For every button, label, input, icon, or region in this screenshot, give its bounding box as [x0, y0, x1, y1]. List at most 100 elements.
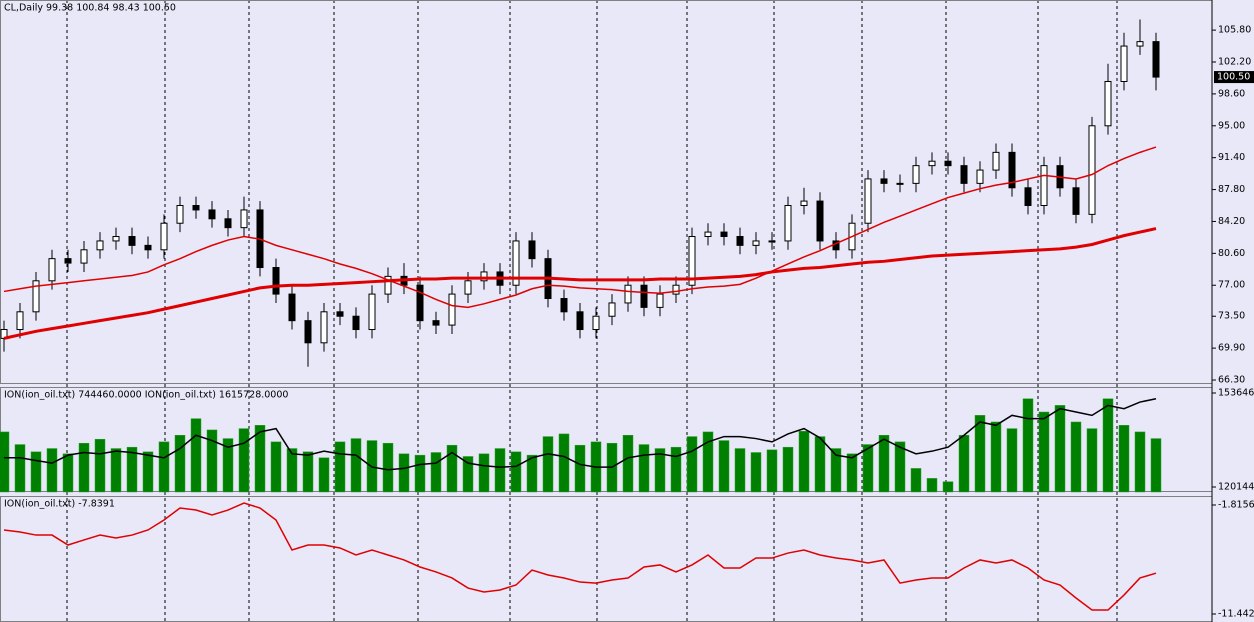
- bar: [494, 448, 506, 493]
- candle-body: [688, 236, 696, 286]
- bar: [270, 441, 282, 493]
- panel-title: CL,Daily 99.38 100.84 98.43 100.50: [4, 3, 176, 14]
- candle-body: [112, 236, 120, 242]
- candle-body: [944, 160, 952, 167]
- candle-body: [1040, 165, 1048, 207]
- bar: [814, 436, 826, 493]
- bar: [1022, 398, 1034, 493]
- candle-body: [1136, 41, 1144, 47]
- candle-body: [992, 151, 1000, 171]
- candle-body: [736, 236, 744, 246]
- bar: [526, 454, 538, 493]
- y-tick-label: 87.80: [1218, 184, 1245, 195]
- bar: [702, 431, 714, 493]
- bar: [1118, 425, 1130, 493]
- y-tick-label: 69.90: [1218, 343, 1245, 354]
- bar: [414, 454, 426, 493]
- y-tick-label: 91.40: [1218, 152, 1245, 163]
- bar: [462, 456, 474, 493]
- bar: [190, 418, 202, 493]
- bar: [318, 457, 330, 493]
- bar: [622, 434, 634, 493]
- candle-body: [272, 267, 280, 295]
- candle-body: [1024, 187, 1032, 207]
- candle-body: [720, 231, 728, 238]
- candle-body: [384, 275, 392, 295]
- bar: [974, 415, 986, 493]
- bar: [30, 451, 42, 493]
- bar: [350, 438, 362, 493]
- candle-body: [96, 240, 104, 251]
- bar: [766, 449, 778, 493]
- bar: [734, 448, 746, 493]
- candle-body: [32, 280, 40, 313]
- bar: [478, 453, 490, 493]
- bar: [574, 444, 586, 493]
- candle-body: [640, 284, 648, 308]
- bar: [798, 431, 810, 493]
- panel-title: ION(ion_oil.txt) -7.8391: [4, 499, 115, 510]
- y-tick-label: 73.50: [1218, 311, 1245, 322]
- candle-body: [1104, 80, 1112, 127]
- candle-body: [64, 258, 72, 264]
- candle-body: [240, 209, 248, 229]
- candle-body: [1152, 41, 1160, 78]
- bar: [926, 478, 938, 493]
- bar: [158, 441, 170, 493]
- y-tick-label: 84.20: [1218, 216, 1245, 227]
- bar: [334, 441, 346, 493]
- bar: [222, 438, 234, 493]
- bar: [990, 421, 1002, 493]
- candle-body: [224, 218, 232, 229]
- candle-body: [768, 240, 776, 243]
- bar: [206, 429, 218, 493]
- indicator-line: [3, 146, 1157, 309]
- candle-body: [528, 240, 536, 260]
- candle-body: [896, 182, 904, 185]
- bar: [382, 442, 394, 493]
- candle-body: [752, 240, 760, 246]
- bar: [750, 452, 762, 493]
- candle-body: [304, 320, 312, 344]
- y-tick-label: 66.30: [1218, 375, 1245, 386]
- bar: [1134, 431, 1146, 493]
- panel-title: ION(ion_oil.txt) 744460.0000 ION(ion_oil…: [4, 390, 288, 401]
- bar: [846, 453, 858, 493]
- bar: [510, 451, 522, 493]
- bar: [958, 434, 970, 493]
- bar: [862, 444, 874, 493]
- candle-body: [80, 249, 88, 264]
- candle-body: [1120, 45, 1128, 82]
- candle-body: [368, 293, 376, 331]
- candle-body: [1008, 151, 1016, 189]
- candle-body: [128, 236, 136, 246]
- indicator-line: [4, 398, 1157, 471]
- bar: [430, 452, 442, 493]
- bar: [542, 436, 554, 493]
- candle-body: [176, 205, 184, 224]
- bar: [286, 448, 298, 493]
- y-tick-label: 102.20: [1218, 57, 1251, 68]
- bar: [830, 448, 842, 493]
- candle-body: [704, 231, 712, 238]
- y-tick-label: 77.00: [1218, 280, 1245, 291]
- bar: [894, 441, 906, 493]
- candle-body: [288, 293, 296, 322]
- bar: [14, 444, 26, 493]
- bar: [142, 451, 154, 493]
- candle-body: [976, 169, 984, 184]
- bar: [782, 446, 794, 493]
- candle-body: [352, 315, 360, 331]
- candle-body: [912, 165, 920, 184]
- candle-body: [1072, 187, 1080, 215]
- candle-body: [864, 178, 872, 224]
- candle-body: [816, 200, 824, 242]
- candle-body: [160, 222, 168, 251]
- bar: [718, 440, 730, 493]
- candle-body: [464, 280, 472, 295]
- bar: [1102, 398, 1114, 493]
- bar: [686, 436, 698, 493]
- candle-body: [192, 205, 200, 211]
